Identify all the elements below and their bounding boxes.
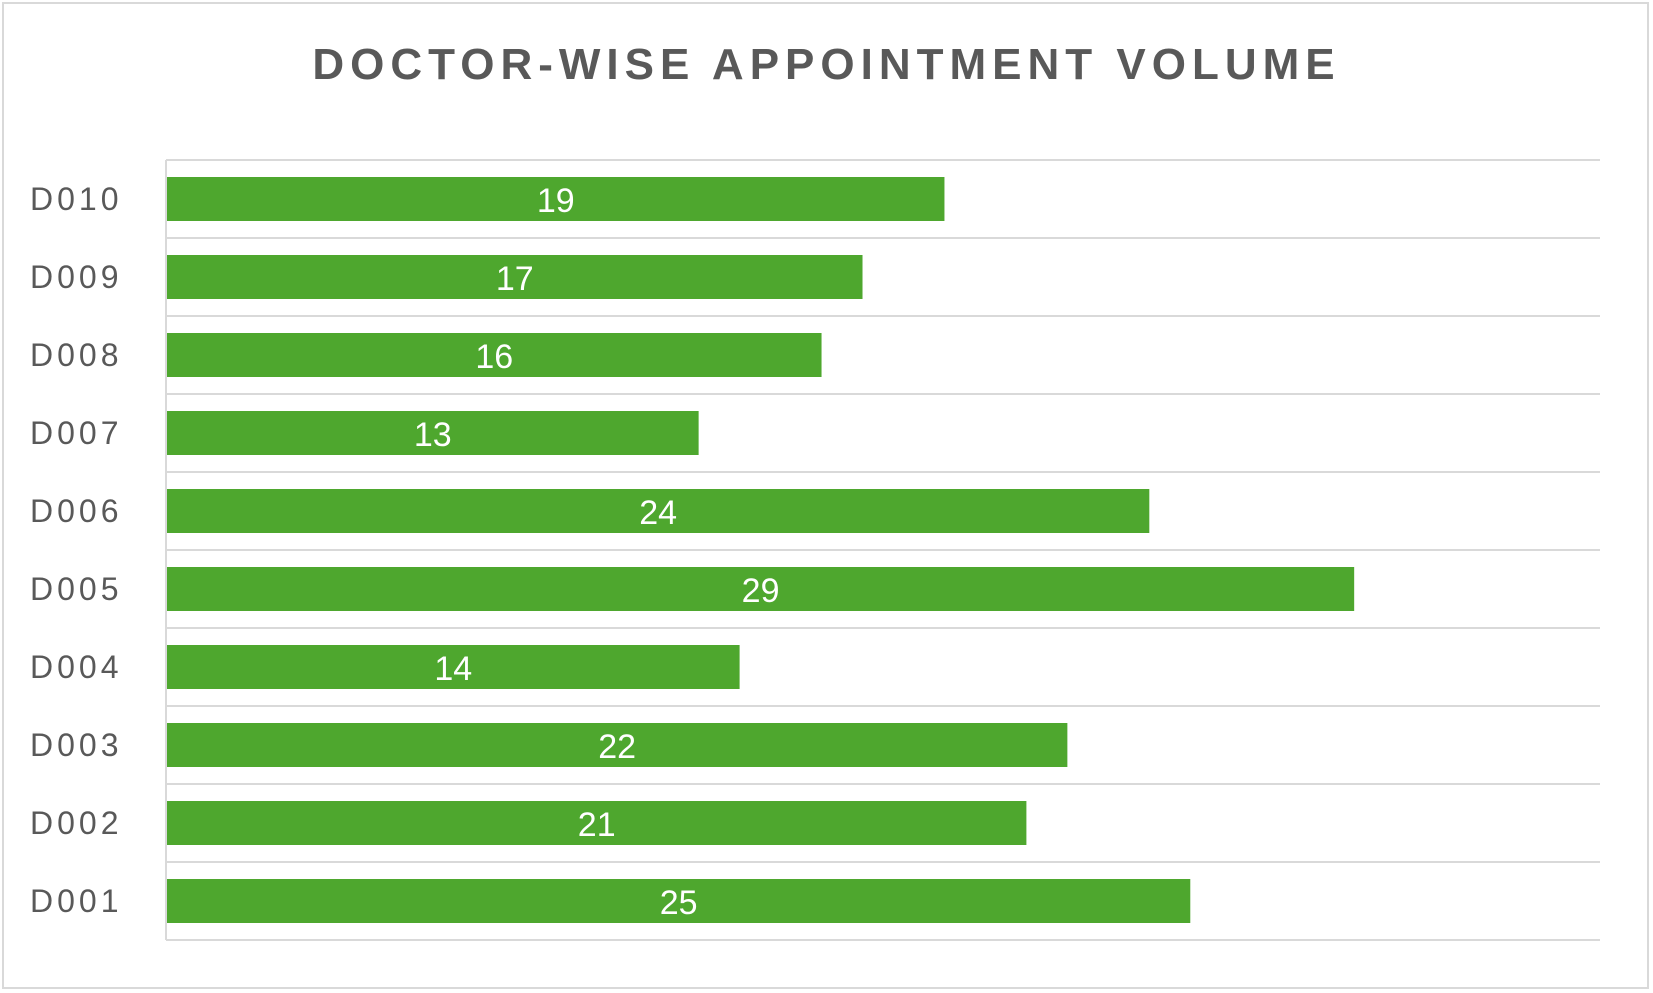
category-label: D002 — [30, 805, 123, 841]
bar-d002 — [167, 801, 1027, 845]
category-label: D004 — [30, 649, 123, 685]
bar-d009 — [167, 255, 863, 299]
bar-d006 — [167, 489, 1150, 533]
data-label: 29 — [742, 572, 780, 610]
data-label: 24 — [639, 494, 677, 532]
category-label: D008 — [30, 337, 123, 373]
category-axis: D010 D009 D008 D007 D006 D005 D004 D003 D002 D001 — [30, 160, 167, 940]
bar-d003 — [167, 723, 1068, 767]
category-label: D010 — [30, 181, 123, 217]
data-label: 14 — [434, 650, 472, 688]
bar-d004 — [167, 645, 740, 689]
category-label: D001 — [30, 883, 123, 919]
bar-d010 — [167, 177, 945, 221]
chart-title: DOCTOR-WISE APPOINTMENT VOLUME — [312, 40, 1341, 89]
bar-d001 — [167, 879, 1191, 923]
gridlines — [166, 159, 1600, 941]
bar-d005 — [167, 567, 1355, 611]
category-label: D006 — [30, 493, 123, 529]
bar-d008 — [167, 333, 822, 377]
category-label: D003 — [30, 727, 123, 763]
data-label: 17 — [496, 260, 534, 298]
category-label: D009 — [30, 259, 123, 295]
data-label: 13 — [414, 416, 452, 454]
data-label: 19 — [537, 182, 575, 220]
data-label: 25 — [660, 884, 698, 922]
labels: 19 17 16 13 24 29 14 22 21 25 — [414, 182, 780, 922]
category-label: D007 — [30, 415, 123, 451]
data-label: 16 — [475, 338, 513, 376]
bar-d007 — [167, 411, 699, 455]
data-label: 22 — [598, 728, 636, 766]
bars — [167, 177, 1355, 923]
category-label: D005 — [30, 571, 123, 607]
data-label: 21 — [578, 806, 616, 844]
